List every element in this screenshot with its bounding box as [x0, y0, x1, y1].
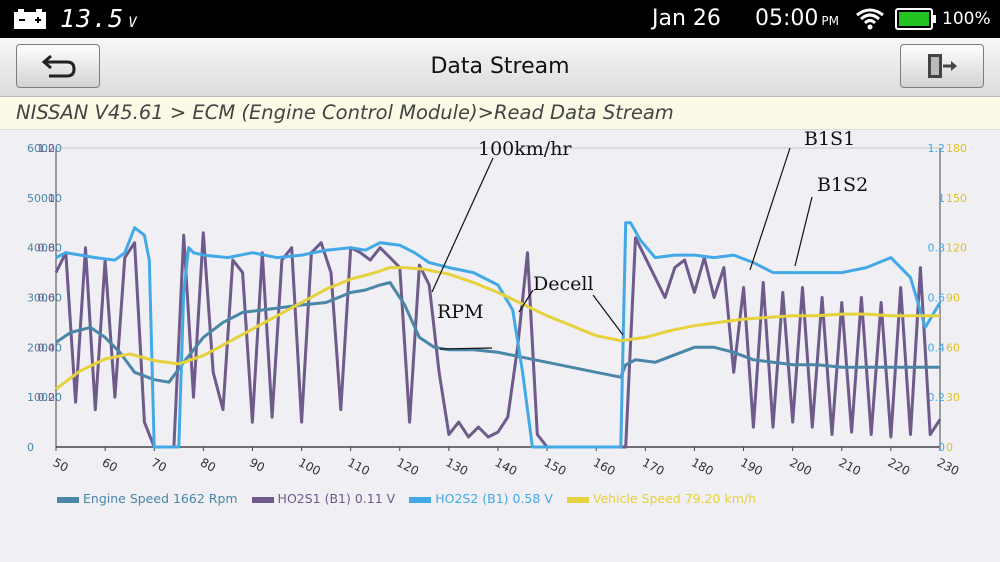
engine-speed-tick-label: 20000: [27, 341, 62, 354]
x-tick-label: 140: [493, 455, 520, 475]
engine-speed-tick-label: 60000: [27, 142, 62, 155]
vehicle-speed-tick-label: 120: [946, 242, 967, 255]
engine-speed-tick-label: 30000: [27, 292, 62, 305]
ho2s2-tick-label: 1.2: [928, 142, 946, 155]
battery-icon: [895, 8, 936, 30]
ho2s2-tick-label: 1: [938, 192, 945, 205]
vehicle-speed-tick-label: 180: [946, 142, 967, 155]
engine-speed-tick-label: 0: [27, 441, 34, 454]
x-tick-label: 80: [198, 455, 218, 475]
exit-door-icon: [928, 54, 957, 78]
annotation-leader: [749, 147, 791, 271]
x-tick-label: 210: [836, 455, 863, 475]
x-tick-label: 220: [885, 455, 912, 475]
vehicle-speed-tick-label: 0: [946, 441, 953, 454]
ho2s1-tick-label: 0.2: [38, 391, 56, 404]
x-tick-label: 180: [689, 455, 716, 475]
car-battery-icon: [14, 9, 46, 29]
x-tick-label: 120: [394, 455, 421, 475]
annotation-rpm: RPM: [437, 301, 484, 323]
annotation-b1s1: B1S1: [804, 130, 855, 150]
data-stream-chart[interactable]: 50 60 70 80 90 100 110 120 130 140 150 160 170 180 190…: [0, 130, 1000, 475]
title-bar: Data Stream: [0, 38, 1000, 97]
status-date: Jan 26: [652, 6, 721, 31]
ho2s1-tick-label: 0.8: [38, 242, 56, 255]
status-time: 05:00 PM: [755, 6, 839, 31]
page-title: Data Stream: [430, 54, 570, 79]
x-tick-label: 60: [100, 455, 120, 475]
status-bar: 13.5 V Jan 26 05:00 PM 100%: [0, 0, 1000, 38]
battery-percent: 100%: [942, 9, 991, 29]
engine-speed-tick-label: 10000: [27, 391, 62, 404]
x-tick-label: 190: [738, 455, 765, 475]
x-tick-label: 100: [296, 455, 323, 475]
legend-vehicle-speed: Vehicle Speed 79.20 km/h: [566, 491, 756, 506]
engine-speed-tick-label: 50000: [27, 192, 62, 205]
wifi-icon: [856, 8, 884, 30]
ho2s2-tick-label: 0.2: [928, 391, 946, 404]
vehicle-speed-tick-label: 30: [946, 391, 960, 404]
ho2s1-line: [54, 231, 942, 449]
legend-ho2s2: HO2S2 (B1) 0.58 V: [409, 491, 553, 506]
ho2s1-tick-label: 0.4: [38, 341, 56, 354]
ho2s2-tick-label: 0.6: [928, 292, 946, 305]
ho2s1-tick-label: 1.2: [38, 142, 56, 155]
legend-ho2s1: HO2S1 (B1) 0.11 V: [251, 491, 395, 506]
ho2s2-tick-label: 0: [938, 441, 945, 454]
battery-voltage: 13.5 V: [60, 4, 138, 33]
x-tick-label: 50: [51, 455, 71, 475]
engine-speed-line: [55, 281, 940, 384]
x-tick-label: 230: [935, 455, 962, 475]
vehicle-speed-tick-label: 60: [946, 341, 960, 354]
annotation-leader: [592, 294, 624, 336]
vehicle-speed-tick-label: 150: [946, 192, 967, 205]
back-button[interactable]: [16, 44, 100, 88]
chart-legend: Engine Speed 1662 Rpm HO2S1 (B1) 0.11 V …: [57, 491, 766, 506]
annotation-leader: [439, 347, 493, 350]
vehicle-speed-tick-label: 90: [946, 292, 960, 305]
annotation-leader: [431, 157, 494, 293]
annotation-100kmhr: 100km/hr: [478, 138, 572, 160]
annotation-b1s2: B1S2: [817, 174, 868, 196]
ho2s2-tick-label: 0.8: [928, 242, 946, 255]
x-tick-label: 160: [591, 455, 618, 475]
annotation-leader: [794, 196, 813, 267]
ho2s1-tick-label: 1: [48, 192, 55, 205]
ho2s1-tick-label: 0.6: [38, 292, 56, 305]
x-tick-label: 130: [443, 455, 470, 475]
engine-speed-tick-label: 40000: [27, 242, 62, 255]
x-tick-label: 70: [149, 455, 169, 475]
breadcrumb: NISSAN V45.61 > ECM (Engine Control Modu…: [0, 97, 1000, 130]
breadcrumb-text: NISSAN V45.61 > ECM (Engine Control Modu…: [16, 101, 674, 124]
x-tick-label: 110: [345, 455, 372, 475]
back-arrow-icon: [41, 54, 76, 78]
x-tick-label: 170: [640, 455, 667, 475]
x-tick-label: 90: [247, 455, 267, 475]
annotation-leader: [518, 289, 534, 313]
ho2s2-line: [55, 221, 942, 449]
vehicle-speed-line: [55, 266, 940, 391]
x-tick-label: 150: [542, 455, 569, 475]
ho2s2-tick-label: 0.4: [928, 341, 946, 354]
x-tick-label: 200: [787, 455, 814, 475]
exit-button[interactable]: [900, 44, 984, 88]
annotation-decell: Decell: [533, 273, 594, 295]
legend-engine-speed: Engine Speed 1662 Rpm: [57, 491, 238, 506]
